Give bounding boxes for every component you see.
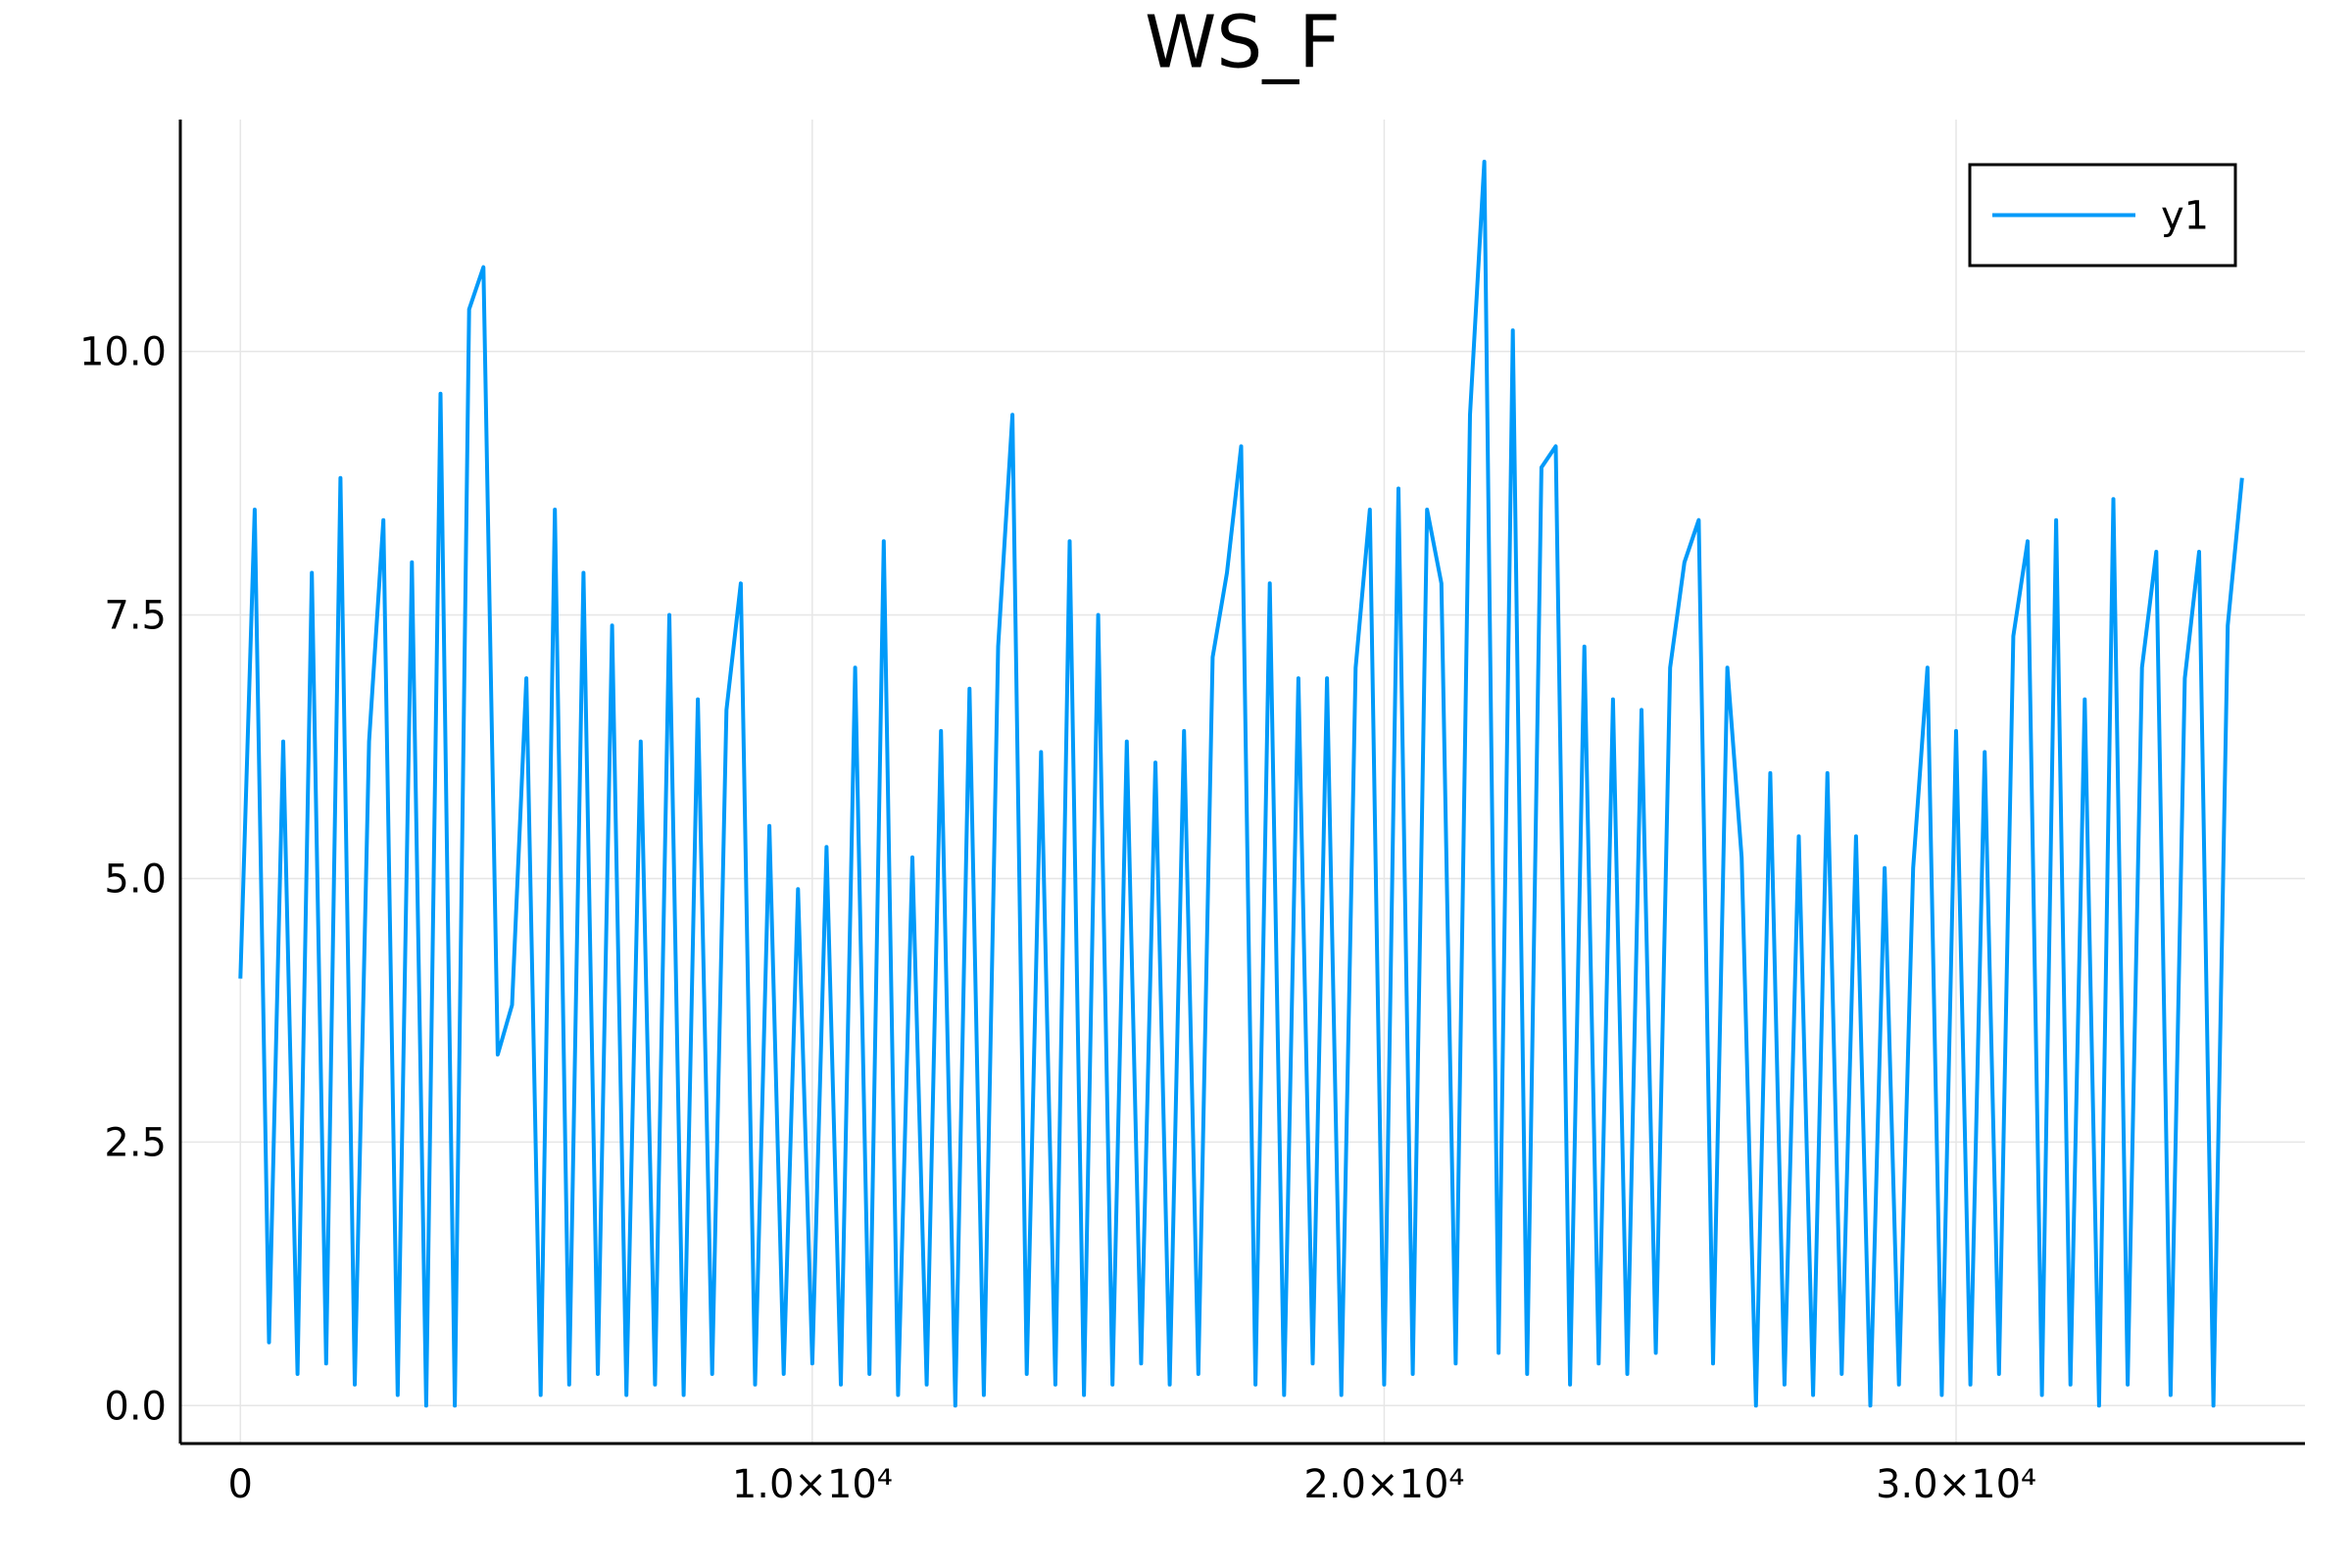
- x-tick-label: 0: [228, 1462, 253, 1507]
- y-tick-label: 2.5: [104, 1120, 167, 1165]
- y-tick-label: 10.0: [79, 330, 167, 375]
- x-tick-label: 1.0×10⁴: [732, 1462, 893, 1507]
- y-tick-label: 0.0: [104, 1384, 167, 1429]
- x-tick-label: 3.0×10⁴: [1876, 1462, 2036, 1507]
- y-tick-label: 5.0: [104, 857, 167, 902]
- chart-title: WS_F: [1145, 1, 1341, 85]
- data-line: [238, 160, 2244, 1408]
- y-tick-label: 7.5: [104, 594, 167, 639]
- legend-label: y1: [2161, 194, 2209, 239]
- x-tick-label: 2.0×10⁴: [1303, 1462, 1464, 1507]
